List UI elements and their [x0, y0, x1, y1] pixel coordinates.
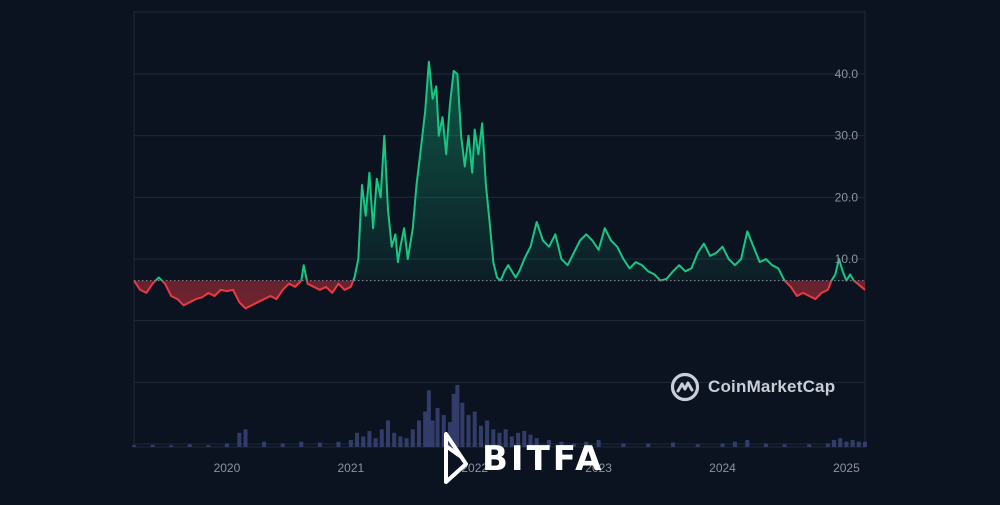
volume-bar: [367, 431, 372, 447]
volume-bar: [451, 393, 456, 447]
volume-bar: [832, 439, 837, 447]
volume-bar: [478, 425, 483, 447]
bitfa-icon: [444, 432, 468, 484]
volume-bar: [430, 420, 435, 447]
volume-bar: [534, 438, 539, 447]
area-above-baseline: [134, 61, 865, 281]
volume-bar: [522, 431, 527, 447]
volume-bar: [732, 441, 737, 447]
volume-bar: [317, 442, 322, 447]
volume-bar: [466, 415, 471, 447]
y-tick-label: 30.0: [835, 129, 859, 143]
volume-bar: [497, 432, 502, 447]
y-tick-label: 20.0: [835, 190, 859, 204]
volume-bar: [243, 429, 248, 447]
volume-bar: [516, 432, 521, 447]
volume-bar: [348, 439, 353, 447]
volume-bar: [426, 390, 431, 447]
volume-bar: [584, 441, 589, 447]
volume-bar: [206, 445, 211, 447]
volume-bar: [807, 444, 812, 447]
coinmarketcap-icon: [670, 372, 700, 402]
volume-bar: [336, 441, 341, 447]
volume-bar: [509, 436, 514, 447]
volume-bar: [596, 439, 601, 447]
price-line-above: [133, 60, 856, 281]
volume-bar: [398, 436, 403, 447]
price-line-below: [133, 280, 866, 310]
volume-bar: [361, 436, 366, 447]
coinmarketcap-logo: CoinMarketCap: [670, 372, 835, 402]
x-tick-label: 2021: [337, 461, 364, 475]
volume-bar: [621, 443, 626, 447]
volume-bar: [416, 420, 421, 447]
volume-bar: [423, 411, 428, 447]
volume-bar: [863, 441, 867, 447]
volume-bar: [410, 429, 415, 447]
volume-bar: [559, 441, 564, 447]
volume-bar: [435, 408, 440, 447]
volume-bar: [455, 385, 460, 447]
coinmarketcap-wordmark: CoinMarketCap: [708, 377, 836, 396]
volume-bar: [237, 432, 242, 447]
volume-bar: [262, 441, 267, 447]
volume-bar: [280, 443, 285, 447]
volume-bar: [547, 439, 552, 447]
x-tick-label: 2020: [214, 461, 241, 475]
volume-bar: [850, 439, 855, 447]
volume-bar: [720, 443, 725, 447]
volume-bar: [379, 429, 384, 447]
volume-bar: [373, 438, 378, 447]
volume-bar: [447, 422, 452, 447]
volume-bar: [844, 441, 849, 447]
volume-bar: [763, 443, 768, 447]
volume-bar: [441, 415, 446, 447]
price-area: [134, 61, 865, 309]
volume-bar: [838, 438, 843, 447]
volume-bars: [132, 385, 867, 447]
x-axis-ticks: 2020 2021 2022 2023 2024 2025: [214, 461, 861, 475]
volume-bar: [670, 442, 675, 447]
volume-bar: [392, 432, 397, 447]
volume-bar: [503, 429, 508, 447]
x-tick-label: 2023: [585, 461, 612, 475]
bitfa-logo: BITFA: [440, 432, 604, 486]
y-tick-label: 10.0: [835, 252, 859, 266]
volume-bar: [856, 441, 861, 447]
volume-bar: [404, 438, 409, 447]
volume-bar: [169, 445, 174, 447]
volume-bar: [485, 420, 490, 447]
volume-bar: [782, 444, 787, 447]
volume-bar: [187, 444, 192, 447]
volume-bar: [299, 441, 304, 447]
volume-bar: [825, 443, 830, 447]
bitfa-wordmark: BITFA: [482, 439, 605, 479]
volume-bar: [150, 444, 155, 447]
y-axis-ticks: 10.0 20.0 30.0 40.0: [835, 67, 859, 266]
volume-bar: [132, 445, 136, 447]
volume-bar: [571, 443, 576, 447]
y-tick-label: 40.0: [835, 67, 859, 81]
volume-bar: [472, 411, 477, 447]
volume-bar: [491, 429, 496, 447]
price-line: [133, 60, 866, 310]
volume-bar: [745, 439, 750, 447]
x-tick-label: 2024: [709, 461, 736, 475]
volume-bar: [385, 420, 390, 447]
volume-bar: [460, 402, 465, 447]
volume-bar: [528, 434, 533, 447]
x-tick-label: 2025: [833, 461, 860, 475]
x-tick-label: 2022: [461, 461, 488, 475]
volume-bar: [224, 443, 229, 447]
volume-bar: [646, 443, 651, 447]
volume-bar: [355, 432, 360, 447]
volume-bar: [695, 444, 700, 447]
